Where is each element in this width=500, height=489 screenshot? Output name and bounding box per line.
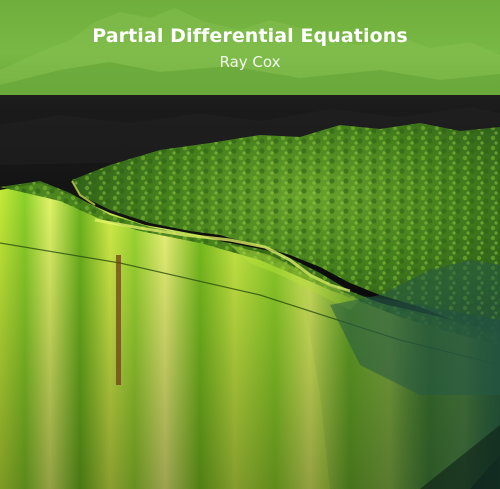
mountain-silhouette-graphic (0, 8, 500, 95)
book-author: Ray Cox (219, 53, 281, 71)
book-title: Partial Differential Equations (92, 25, 408, 47)
cover-header-band: Partial Differential Equations Ray Cox (0, 0, 500, 95)
terrain-illustration (0, 95, 500, 489)
